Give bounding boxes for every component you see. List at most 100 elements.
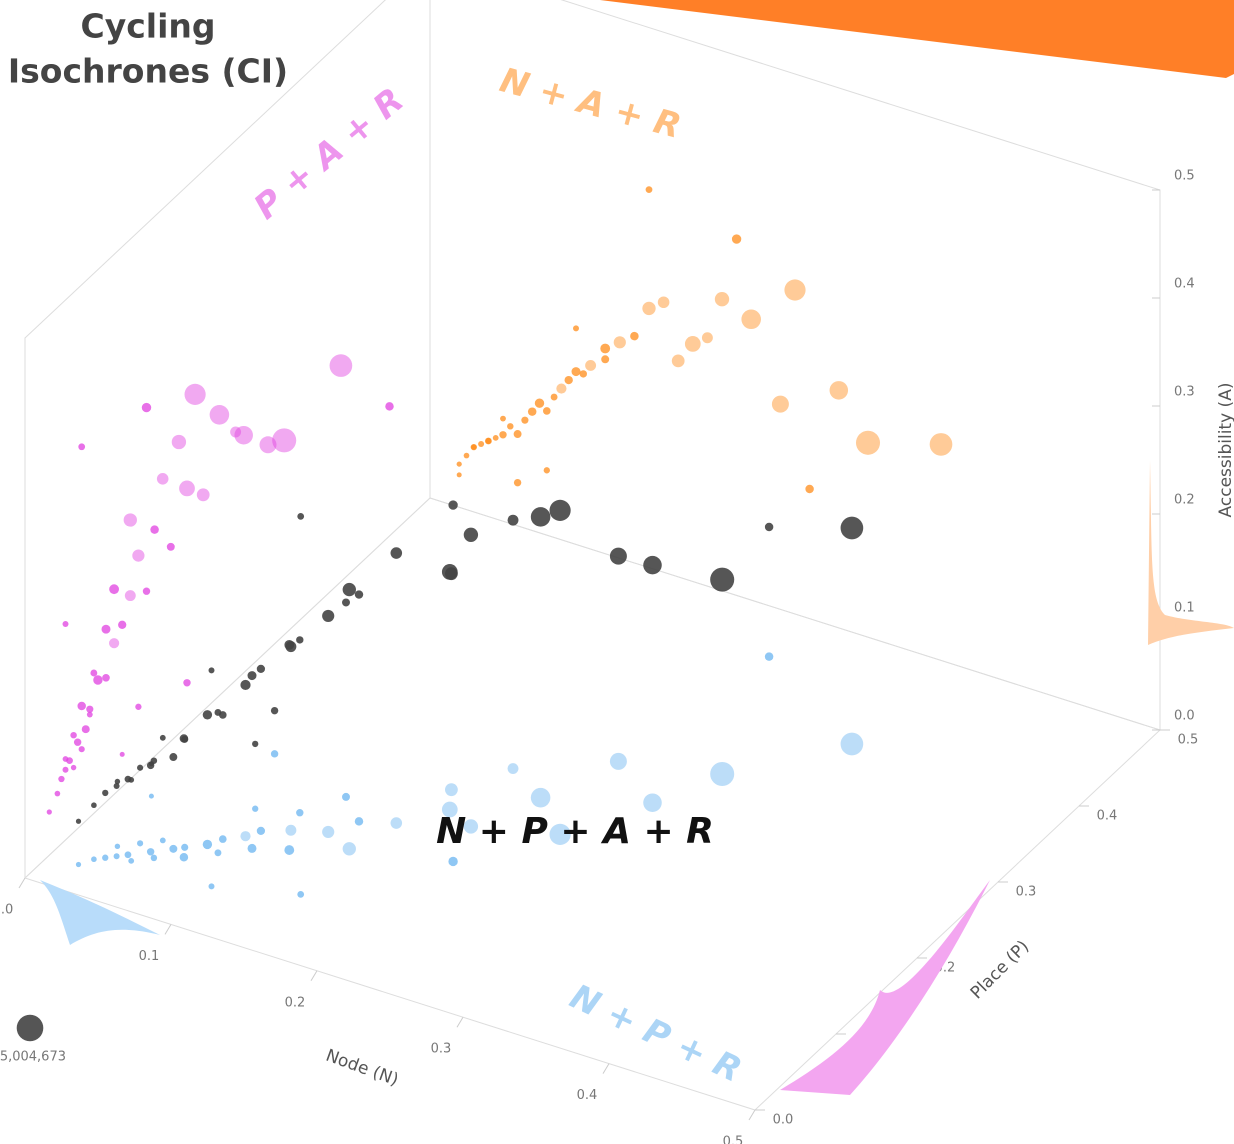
point <box>342 582 356 597</box>
projected-point <box>118 620 127 629</box>
projected-point <box>62 766 69 773</box>
projected-point <box>507 763 519 775</box>
projected-point <box>710 761 735 787</box>
projected-point <box>805 484 814 494</box>
projected-point <box>521 416 529 424</box>
projected-point <box>124 590 136 602</box>
projected-point <box>456 461 462 467</box>
projected-point <box>77 701 86 711</box>
projected-point <box>322 825 335 839</box>
projected-point <box>109 638 120 649</box>
projected-point <box>252 805 259 812</box>
y-axis-label: Place (P) <box>967 937 1034 1004</box>
z-tick-label: 0.3 <box>1174 385 1195 400</box>
projected-point <box>86 711 93 718</box>
point <box>530 507 551 527</box>
x-tick <box>602 1063 610 1074</box>
projected-point <box>234 425 253 445</box>
z-tick-label: 0.5 <box>1174 169 1195 184</box>
projected-point <box>214 849 222 857</box>
left-wall <box>24 0 431 880</box>
projected-point <box>478 441 485 448</box>
point <box>148 761 154 767</box>
projected-point <box>259 436 277 454</box>
projected-point <box>102 673 110 682</box>
title: Cycling <box>80 7 215 46</box>
size-legend-label: 5,004,673 <box>0 1050 66 1065</box>
projected-point <box>135 703 142 710</box>
combined-label: N + P + A + R <box>436 811 714 852</box>
projected-point <box>91 856 97 863</box>
projected-point <box>513 478 522 487</box>
z-tick-label: 0.2 <box>1174 493 1195 508</box>
x-tick-label: 0.3 <box>431 1042 452 1057</box>
projected-point <box>507 423 514 430</box>
point <box>91 802 97 809</box>
point <box>159 734 166 741</box>
point <box>208 667 215 674</box>
projected-point <box>463 452 470 459</box>
projected-point <box>128 857 135 864</box>
projected-point <box>218 835 227 843</box>
projected-point <box>169 844 178 853</box>
x-tick-label: 0.4 <box>577 1088 598 1103</box>
projected-point <box>119 751 125 757</box>
point <box>764 522 774 532</box>
point <box>322 609 335 623</box>
projected-point <box>513 430 522 439</box>
projected-point <box>196 488 210 502</box>
projected-point <box>855 430 881 455</box>
projected-point <box>840 732 864 756</box>
point <box>840 516 864 540</box>
projected-point <box>159 837 166 844</box>
projected-point <box>181 843 189 851</box>
projected-point <box>296 809 304 817</box>
projected-point <box>150 854 158 862</box>
projected-point <box>471 444 477 450</box>
projection-label: P + A + R <box>247 80 412 227</box>
projected-point <box>132 549 145 562</box>
point <box>445 567 458 581</box>
projected-point <box>579 370 587 378</box>
projected-point <box>573 325 579 332</box>
projected-point <box>701 332 713 344</box>
projected-point <box>542 407 551 415</box>
projected-point <box>445 783 458 797</box>
projected-point <box>208 883 215 890</box>
z-axis-label: Accessibility (A) <box>1216 383 1234 518</box>
point <box>240 679 251 691</box>
box: 0.0 0.1 0.2 0.3 0.4 0.5 0.0 0.1 0.2 0.3 0.4 0.5 0.0 0… <box>0 0 1198 1144</box>
projected-point <box>485 437 492 445</box>
projected-point <box>184 383 206 405</box>
projected-point <box>764 652 774 661</box>
projected-point <box>448 856 458 867</box>
point <box>270 706 279 715</box>
projected-point <box>183 679 191 687</box>
projected-point <box>550 393 558 401</box>
projected-point <box>70 731 77 739</box>
projected-point <box>46 809 52 815</box>
x-tick <box>310 970 318 982</box>
point <box>549 499 571 521</box>
projected-point <box>58 775 65 783</box>
y-tick-label: 0.3 <box>1016 885 1037 900</box>
projected-point <box>534 398 545 408</box>
point <box>75 818 82 824</box>
projected-point <box>70 764 77 771</box>
projected-point <box>247 843 257 853</box>
projected-point <box>609 752 627 770</box>
projected-point <box>123 513 137 527</box>
projected-point <box>62 621 69 627</box>
projected-point <box>630 331 639 341</box>
projected-point <box>601 355 610 364</box>
projected-point <box>571 367 581 377</box>
projected-point <box>124 851 132 859</box>
projected-point <box>543 467 550 474</box>
point <box>342 598 350 607</box>
projected-point <box>297 891 305 898</box>
point <box>296 636 304 644</box>
projected-point <box>731 234 742 244</box>
projected-point <box>179 853 189 862</box>
projected-point <box>272 428 297 453</box>
x-tick-label: 0.5 <box>723 1135 744 1144</box>
